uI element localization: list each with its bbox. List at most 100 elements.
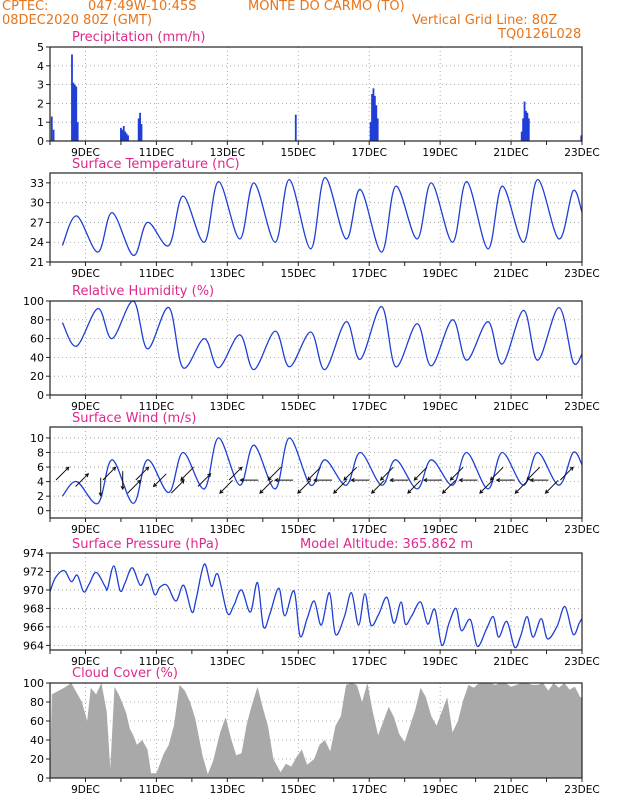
panel-title: Cloud Cover (%)	[72, 666, 178, 681]
precip-bar	[73, 84, 76, 141]
x-day-label: 19DEC	[422, 524, 457, 536]
y-tick-label: 21	[30, 256, 44, 269]
precip-bar	[522, 118, 525, 141]
wind-vector-arrow	[526, 466, 541, 481]
wind-vector-arrow	[407, 479, 421, 494]
y-tick-label: 24	[30, 236, 44, 249]
y-tick-label: 4	[37, 60, 44, 73]
precip-bar	[580, 135, 583, 141]
precip-bar	[76, 122, 79, 141]
wind-vector-arrow	[489, 466, 504, 481]
series-line	[61, 176, 583, 257]
wind-vector-arrow	[313, 478, 333, 483]
x-day-label: 11DEC	[139, 524, 174, 536]
y-tick-label: 3	[37, 79, 44, 92]
x-day-label: 23DEC	[564, 656, 599, 668]
x-day-label: 15DEC	[281, 268, 316, 280]
panel-3: 0 20 40 60 80 100 9DEC 11DEC 13DEC 15DEC 17DEC 19DE…	[23, 284, 600, 413]
wind-vector-arrow	[560, 466, 574, 481]
x-day-label: 19DEC	[422, 784, 457, 796]
y-tick-label: 2	[37, 97, 44, 110]
wind-vector-arrow	[441, 479, 456, 494]
y-tick-label: 6	[37, 461, 44, 474]
y-tick-label: 2	[37, 490, 44, 503]
x-day-label: 19DEC	[422, 401, 457, 413]
y-tick-label: 80	[30, 696, 44, 709]
x-day-label: 15DEC	[281, 524, 316, 536]
panel-title: Precipitation (mm/h)	[72, 30, 205, 45]
precip-bar	[376, 118, 379, 141]
x-day-label: 13DEC	[210, 524, 245, 536]
y-tick-label: 80	[30, 314, 44, 327]
panel-subtitle: Model Altitude: 365.862 m	[300, 537, 473, 552]
wind-vector-arrow	[379, 466, 394, 481]
x-day-label: 23DEC	[564, 147, 599, 159]
x-day-label: 13DEC	[210, 784, 245, 796]
x-day-label: 23DEC	[564, 401, 599, 413]
x-day-label: 21DEC	[493, 656, 528, 668]
precip-bar	[527, 118, 530, 141]
precip-bar	[140, 124, 143, 141]
x-day-label: 15DEC	[281, 784, 316, 796]
x-day-label: 9DEC	[71, 656, 100, 668]
wind-vector-arrow	[75, 473, 90, 487]
y-tick-label: 966	[23, 621, 44, 634]
x-day-label: 9DEC	[71, 147, 100, 159]
panel-title: Surface Wind (m/s)	[72, 411, 196, 426]
precip-bar	[375, 105, 378, 141]
x-day-label: 13DEC	[210, 147, 245, 159]
y-tick-label: 964	[23, 639, 44, 652]
y-tick-label: 1	[37, 116, 44, 129]
precip-bar	[125, 133, 128, 141]
y-tick-label: 972	[23, 565, 44, 578]
series-line	[61, 437, 583, 505]
wind-vector-arrow	[458, 478, 478, 483]
panel-title: Surface Pressure (hPa)	[72, 537, 219, 552]
x-day-label: 15DEC	[281, 401, 316, 413]
x-day-label: 11DEC	[139, 784, 174, 796]
y-tick-label: 60	[30, 333, 44, 346]
y-tick-label: 970	[23, 584, 44, 597]
x-day-label: 15DEC	[281, 147, 316, 159]
wind-vector-arrow	[422, 478, 442, 483]
x-day-label: 23DEC	[564, 524, 599, 536]
wind-vector-arrow	[479, 479, 493, 494]
wind-vector-arrow	[55, 466, 70, 481]
x-day-label: 13DEC	[210, 401, 245, 413]
y-tick-label: 20	[30, 753, 44, 766]
y-tick-label: 30	[30, 197, 44, 210]
precip-bar	[52, 129, 55, 141]
cloud-cover-area	[50, 683, 582, 778]
wind-vector-arrow	[135, 466, 150, 481]
wind-vector-arrow	[197, 473, 212, 487]
precip-bar	[371, 94, 373, 141]
wind-vector-arrow	[170, 479, 185, 494]
precip-bar	[520, 131, 523, 141]
x-day-label: 19DEC	[422, 656, 457, 668]
wind-vector-arrow	[495, 478, 515, 483]
x-day-label: 17DEC	[351, 401, 386, 413]
precip-bar	[372, 88, 375, 141]
panel-2: 21 24 27 30 33 9DEC 11DEC 13DEC 15DEC 17DEC 19DEC 2…	[30, 157, 600, 280]
wind-vector-arrow	[98, 477, 103, 497]
precip-bar	[124, 131, 127, 141]
panel-5: 964 966 968 970 972 974 9DEC 11DEC 13DEC 15DEC 17D…	[23, 537, 600, 668]
x-day-label: 21DEC	[493, 401, 528, 413]
x-day-label: 13DEC	[210, 656, 245, 668]
wind-vector-arrow	[120, 471, 125, 491]
x-day-label: 23DEC	[564, 268, 599, 280]
y-tick-label: 33	[30, 177, 44, 190]
panel-frame	[49, 46, 583, 142]
x-day-label: 21DEC	[493, 784, 528, 796]
wind-vector-arrow	[343, 466, 358, 481]
wind-vector-arrow	[370, 479, 385, 494]
wind-vector-arrow	[529, 478, 549, 483]
y-tick-label: 60	[30, 715, 44, 728]
wind-vector-arrow	[219, 479, 233, 494]
y-tick-label: 974	[23, 547, 44, 560]
wind-vector-arrow	[127, 479, 142, 494]
header-source: CPTEC:	[2, 0, 49, 14]
series-line	[49, 563, 583, 649]
x-day-label: 21DEC	[493, 268, 528, 280]
precip-bar	[72, 82, 75, 141]
